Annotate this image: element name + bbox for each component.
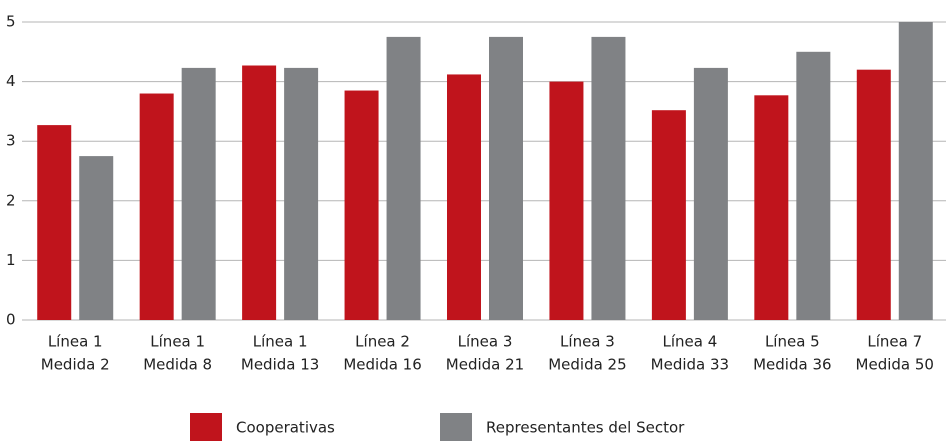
bar bbox=[181, 67, 216, 320]
bar bbox=[79, 156, 114, 320]
x-tick-label: Medida 25 bbox=[548, 356, 626, 374]
x-tick-label: Medida 33 bbox=[651, 356, 729, 374]
legend-label: Representantes del Sector bbox=[486, 419, 685, 437]
x-tick-label: Medida 8 bbox=[143, 356, 212, 374]
x-tick-label: Medida 2 bbox=[41, 356, 110, 374]
x-tick-label: Línea 1 bbox=[253, 333, 308, 351]
y-tick-label: 2 bbox=[6, 191, 16, 209]
x-tick-label: Línea 3 bbox=[560, 333, 615, 351]
bar bbox=[856, 69, 891, 321]
bar bbox=[37, 125, 72, 320]
bar bbox=[284, 67, 319, 320]
bar bbox=[549, 81, 584, 320]
x-tick-label: Línea 4 bbox=[663, 333, 718, 351]
y-tick-label: 5 bbox=[6, 13, 16, 31]
bar bbox=[754, 95, 789, 320]
x-tick-label: Línea 7 bbox=[867, 333, 922, 351]
x-tick-label: Medida 16 bbox=[343, 356, 421, 374]
bar bbox=[242, 65, 277, 321]
x-tick-label: Medida 13 bbox=[241, 356, 319, 374]
x-tick-label: Línea 1 bbox=[150, 333, 205, 351]
x-tick-label: Línea 1 bbox=[48, 333, 103, 351]
bar bbox=[796, 51, 831, 321]
bar bbox=[898, 22, 933, 320]
x-tick-label: Línea 3 bbox=[458, 333, 513, 351]
bar bbox=[386, 36, 421, 321]
x-tick-label: Línea 5 bbox=[765, 333, 820, 351]
bar bbox=[591, 36, 626, 321]
bar bbox=[447, 74, 481, 320]
bar bbox=[489, 36, 523, 321]
x-tick-label: Medida 21 bbox=[446, 356, 524, 374]
bar bbox=[651, 110, 686, 320]
bar bbox=[344, 90, 379, 320]
bar bbox=[139, 93, 174, 321]
x-tick-label: Línea 2 bbox=[355, 333, 410, 351]
legend-swatch bbox=[190, 413, 222, 441]
x-tick-label: Medida 50 bbox=[856, 356, 934, 374]
y-tick-label: 3 bbox=[6, 132, 16, 150]
legend-swatch bbox=[440, 413, 472, 441]
x-tick-label: Medida 36 bbox=[753, 356, 831, 374]
y-tick-label: 0 bbox=[6, 311, 16, 329]
y-tick-label: 1 bbox=[6, 251, 16, 269]
y-tick-label: 4 bbox=[6, 72, 16, 90]
bar bbox=[693, 67, 728, 320]
legend-label: Cooperativas bbox=[236, 419, 335, 437]
